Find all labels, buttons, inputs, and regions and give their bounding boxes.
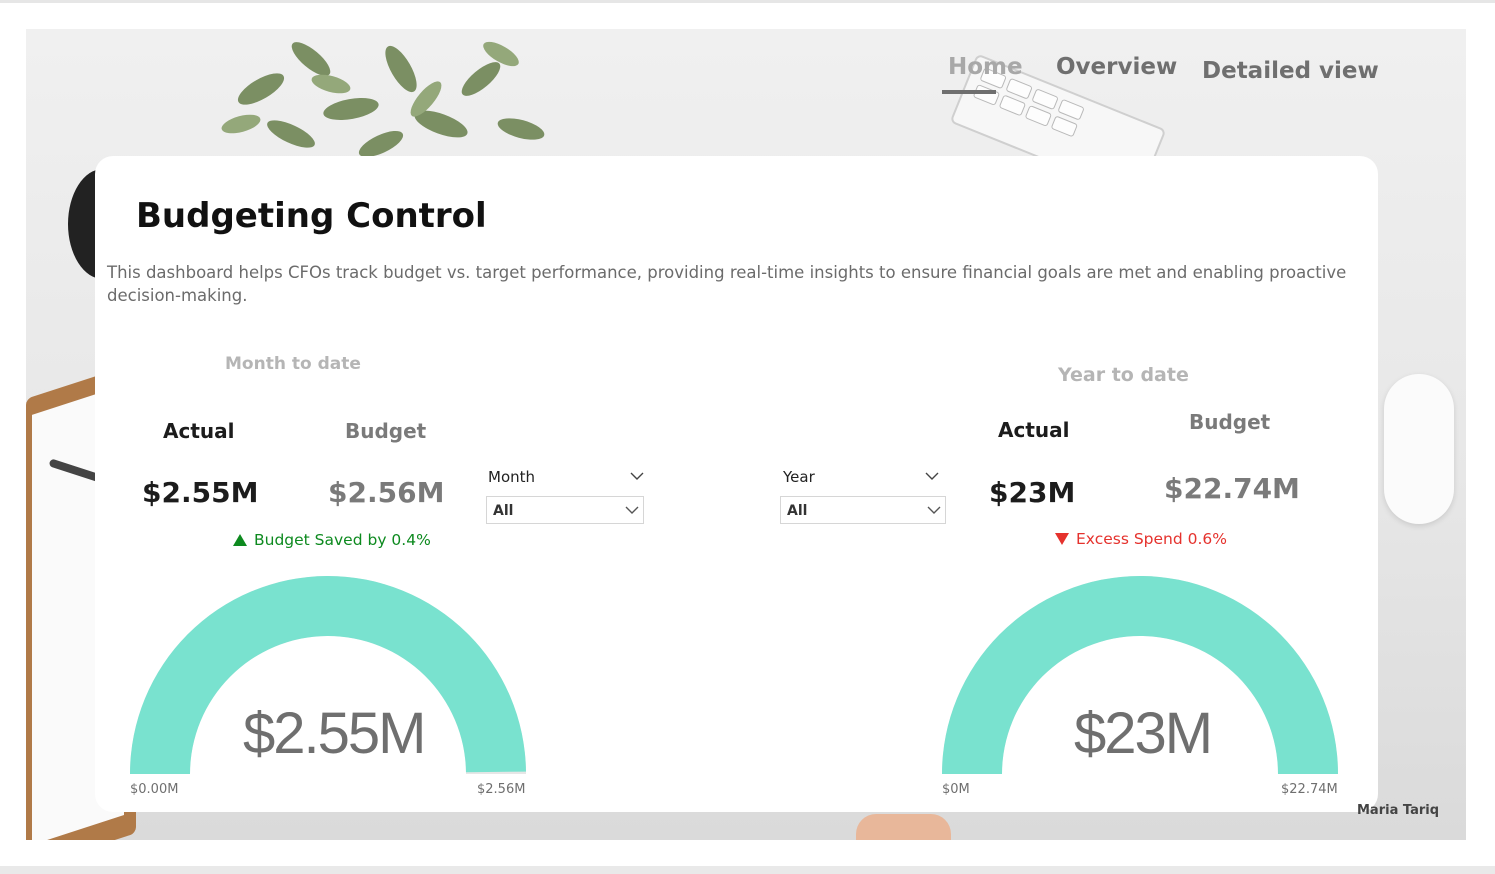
mtd-gauge-max-label: $2.56M: [477, 782, 526, 797]
nav-home[interactable]: Home: [948, 54, 1023, 80]
mtd-actual-label: Actual: [163, 419, 235, 443]
ytd-delta-text: Excess Spend 0.6%: [1076, 530, 1228, 548]
hand-decoration: [856, 814, 951, 840]
chevron-down-icon[interactable]: [925, 469, 939, 483]
mtd-budget-label: Budget: [345, 419, 427, 443]
nav-detailed-view[interactable]: Detailed view: [1202, 58, 1379, 84]
gauge-fill: [130, 575, 526, 774]
ytd-gauge-min-label: $0M: [942, 782, 970, 797]
ytd-budget-value: $22.74M: [1164, 472, 1300, 505]
bottom-border: [0, 866, 1495, 874]
mtd-budget-value: $2.56M: [328, 476, 445, 509]
year-slicer-header[interactable]: Year: [783, 468, 943, 490]
chevron-down-icon: [625, 506, 639, 514]
month-slicer-value: All: [493, 503, 514, 519]
mouse-decoration: [1384, 374, 1454, 524]
mtd-gauge-value: $2.55M: [243, 701, 426, 766]
nav-home-active-indicator: [942, 90, 996, 94]
year-slicer-value: All: [787, 503, 808, 519]
year-slicer-label: Year: [783, 468, 815, 486]
triangle-down-icon: [1055, 533, 1069, 545]
ytd-gauge-max-label: $22.74M: [1281, 782, 1338, 797]
month-slicer-label: Month: [488, 468, 536, 486]
ytd-gauge-chart: [942, 576, 1338, 774]
triangle-up-icon: [233, 534, 247, 546]
chevron-down-icon: [927, 506, 941, 514]
year-slicer-dropdown[interactable]: All: [780, 496, 946, 524]
mtd-delta-text: Budget Saved by 0.4%: [254, 531, 431, 549]
plant-decoration: [221, 41, 545, 158]
ytd-actual-label: Actual: [998, 418, 1070, 442]
page-title: Budgeting Control: [136, 196, 487, 236]
month-slicer-header[interactable]: Month: [488, 468, 648, 490]
page-description: This dashboard helps CFOs track budget v…: [107, 263, 1347, 305]
ytd-actual-value: $23M: [989, 476, 1076, 509]
chevron-down-icon[interactable]: [630, 469, 644, 483]
top-border: [0, 0, 1495, 3]
ytd-budget-label: Budget: [1189, 410, 1271, 434]
ytd-delta-badge: Excess Spend 0.6%: [1055, 530, 1227, 548]
mtd-section-label: Month to date: [225, 354, 361, 374]
main-card: [95, 156, 1378, 812]
gauge-fill: [942, 576, 1338, 774]
author-signature: Maria Tariq: [1357, 803, 1440, 818]
month-slicer-dropdown[interactable]: All: [486, 496, 644, 524]
mtd-actual-value: $2.55M: [142, 476, 259, 509]
mtd-gauge-chart: [130, 575, 526, 774]
ytd-section-label: Year to date: [1058, 364, 1189, 386]
mtd-delta-badge: Budget Saved by 0.4%: [233, 531, 431, 549]
nav-overview[interactable]: Overview: [1056, 54, 1178, 80]
ytd-gauge-value: $23M: [1074, 701, 1213, 766]
mtd-gauge-min-label: $0.00M: [130, 782, 179, 797]
